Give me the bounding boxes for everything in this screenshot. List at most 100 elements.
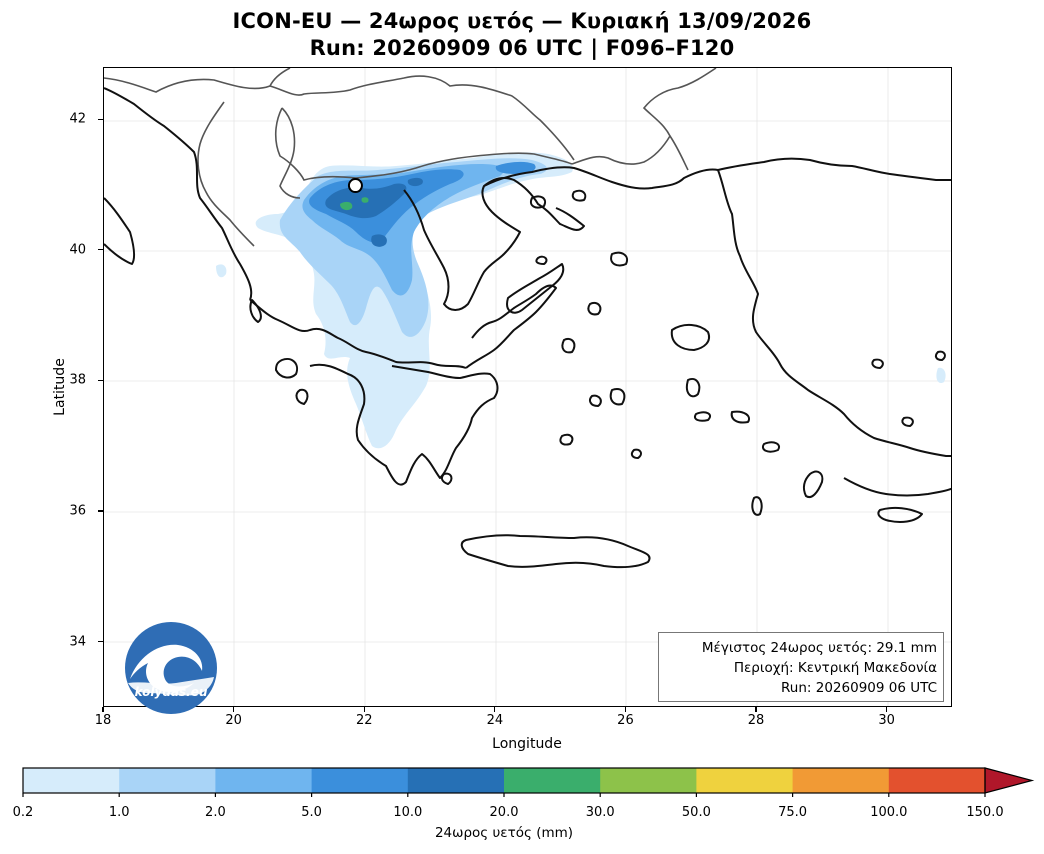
island-karpathos [751,496,763,516]
coast-turkey-south [843,477,951,497]
island-euboea [506,263,565,314]
colorbar [22,767,1035,797]
x-axis-label: Longitude [492,736,562,752]
coastlines [104,87,951,569]
borders [104,68,717,247]
island-kythira [440,472,453,485]
island-naxos [609,388,626,406]
precip-zone-5-10-east [495,161,536,174]
colorbar-segment [407,768,505,793]
x-tick-label: 20 [225,713,242,728]
wave-logo-icon: kolydas.eu [125,622,217,714]
max-precip-marker [347,178,363,194]
island-kefalonia [275,358,298,379]
colorbar-label: 1.0 [108,805,130,820]
island-kos [762,441,780,453]
island-andros [561,338,576,354]
colorbar-segment [696,768,794,793]
border-bulgaria-south [274,107,573,181]
island-skyros [587,302,602,316]
colorbar-segment [600,768,697,793]
island-sporades [535,255,548,265]
y-tick-mark [98,641,103,643]
x-tick-label: 26 [617,713,634,728]
colorbar-segment [215,768,313,793]
y-tick-label: 36 [69,503,86,519]
colorbar-segment [311,768,409,793]
y-tick-label: 42 [69,111,86,127]
precip-zone-20-30 [340,201,353,211]
border-turkey-greece [669,135,689,171]
colorbar-segment [119,768,216,793]
island-samothrace [571,189,587,202]
y-tick-mark [98,249,103,251]
island-paros [589,394,602,407]
precip-zone-light-ionian [216,264,227,278]
y-tick-mark [98,510,103,512]
precip-zone-20-30-b [361,197,369,203]
y-tick-label: 40 [69,242,86,258]
map-subtitle: Run: 20260909 06 UTC | F096–F120 [309,36,735,60]
island-crete [460,534,651,569]
border-north-macedonia [279,107,301,199]
border-albania-macedonia [197,101,255,247]
x-tick-mark [624,707,627,712]
info-run: Run: 20260909 06 UTC [781,680,937,696]
x-tick-label: 24 [486,713,504,728]
x-tick-label: 22 [355,713,373,728]
coast-adriatic [104,87,253,301]
island-east-1 [871,358,884,369]
border-serbia [269,68,291,87]
colorbar-extend-arrow [984,767,1035,794]
colorbar-label: 150.0 [966,805,1004,820]
island-rhodes [802,470,824,498]
coast-turkey-marmara [717,157,951,181]
coast-thrace [483,166,719,190]
precip-zone-10-20-b [371,234,387,247]
coast-thessaly-chalkidiki [403,177,585,311]
island-east-2 [934,350,946,361]
colorbar-segments [23,768,986,793]
x-tick-mark [233,707,235,712]
x-tick-mark [494,707,496,712]
colorbar-ticks [22,793,986,797]
colorbar-label: 5.0 [301,805,322,820]
island-lesvos [670,324,710,351]
info-region: Περιοχή: Κεντρική Μακεδονία [733,660,937,676]
logo-text: kolydas.eu [135,685,208,699]
x-tick-mark [102,707,104,712]
colorbar-label: 100.0 [870,805,908,820]
colorbar-label: 10.0 [393,805,423,820]
colorbar-title: 24ωρος υετός (mm) [434,825,574,841]
y-tick-label: 34 [69,634,86,650]
colorbar-segment [888,768,986,793]
colorbar-label: 2.0 [205,805,226,820]
island-cyprus-edge [877,506,923,523]
map-title: ICON-EU — 24ωρος υετός — Κυριακή 13/09/2… [232,9,812,33]
island-limnos [610,251,628,267]
colorbar-label: 50.0 [681,805,711,820]
y-axis-label: Latitude [52,358,68,416]
colorbar-label: 20.0 [489,805,519,820]
colorbar-label: 75.0 [778,805,808,820]
x-tick-label: 18 [94,713,112,728]
coast-peloponnese [309,363,499,486]
map-canvas [104,68,951,706]
precip-zone-light-ionian2 [936,367,946,384]
island-ikaria [694,411,712,422]
colorbar-label: 0.2 [12,805,34,820]
colorbar-segment [792,768,890,793]
island-east-3 [901,416,914,427]
coast-turkey-aegean [717,169,951,457]
info-box: Μέγιστος 24ωρος υετός: 29.1 mm Περιοχή: … [658,632,944,702]
x-tick-label: 30 [878,713,895,728]
island-zakynthos [295,388,309,405]
x-tick-mark [755,707,757,712]
x-tick-label: 28 [747,713,765,728]
y-tick-mark [98,379,103,382]
coast-attica-euboea [465,284,557,369]
border-bulgaria-turkey [571,68,717,165]
coast-italy-heel [104,197,136,265]
island-samos [730,410,750,424]
y-tick-mark [98,118,103,120]
